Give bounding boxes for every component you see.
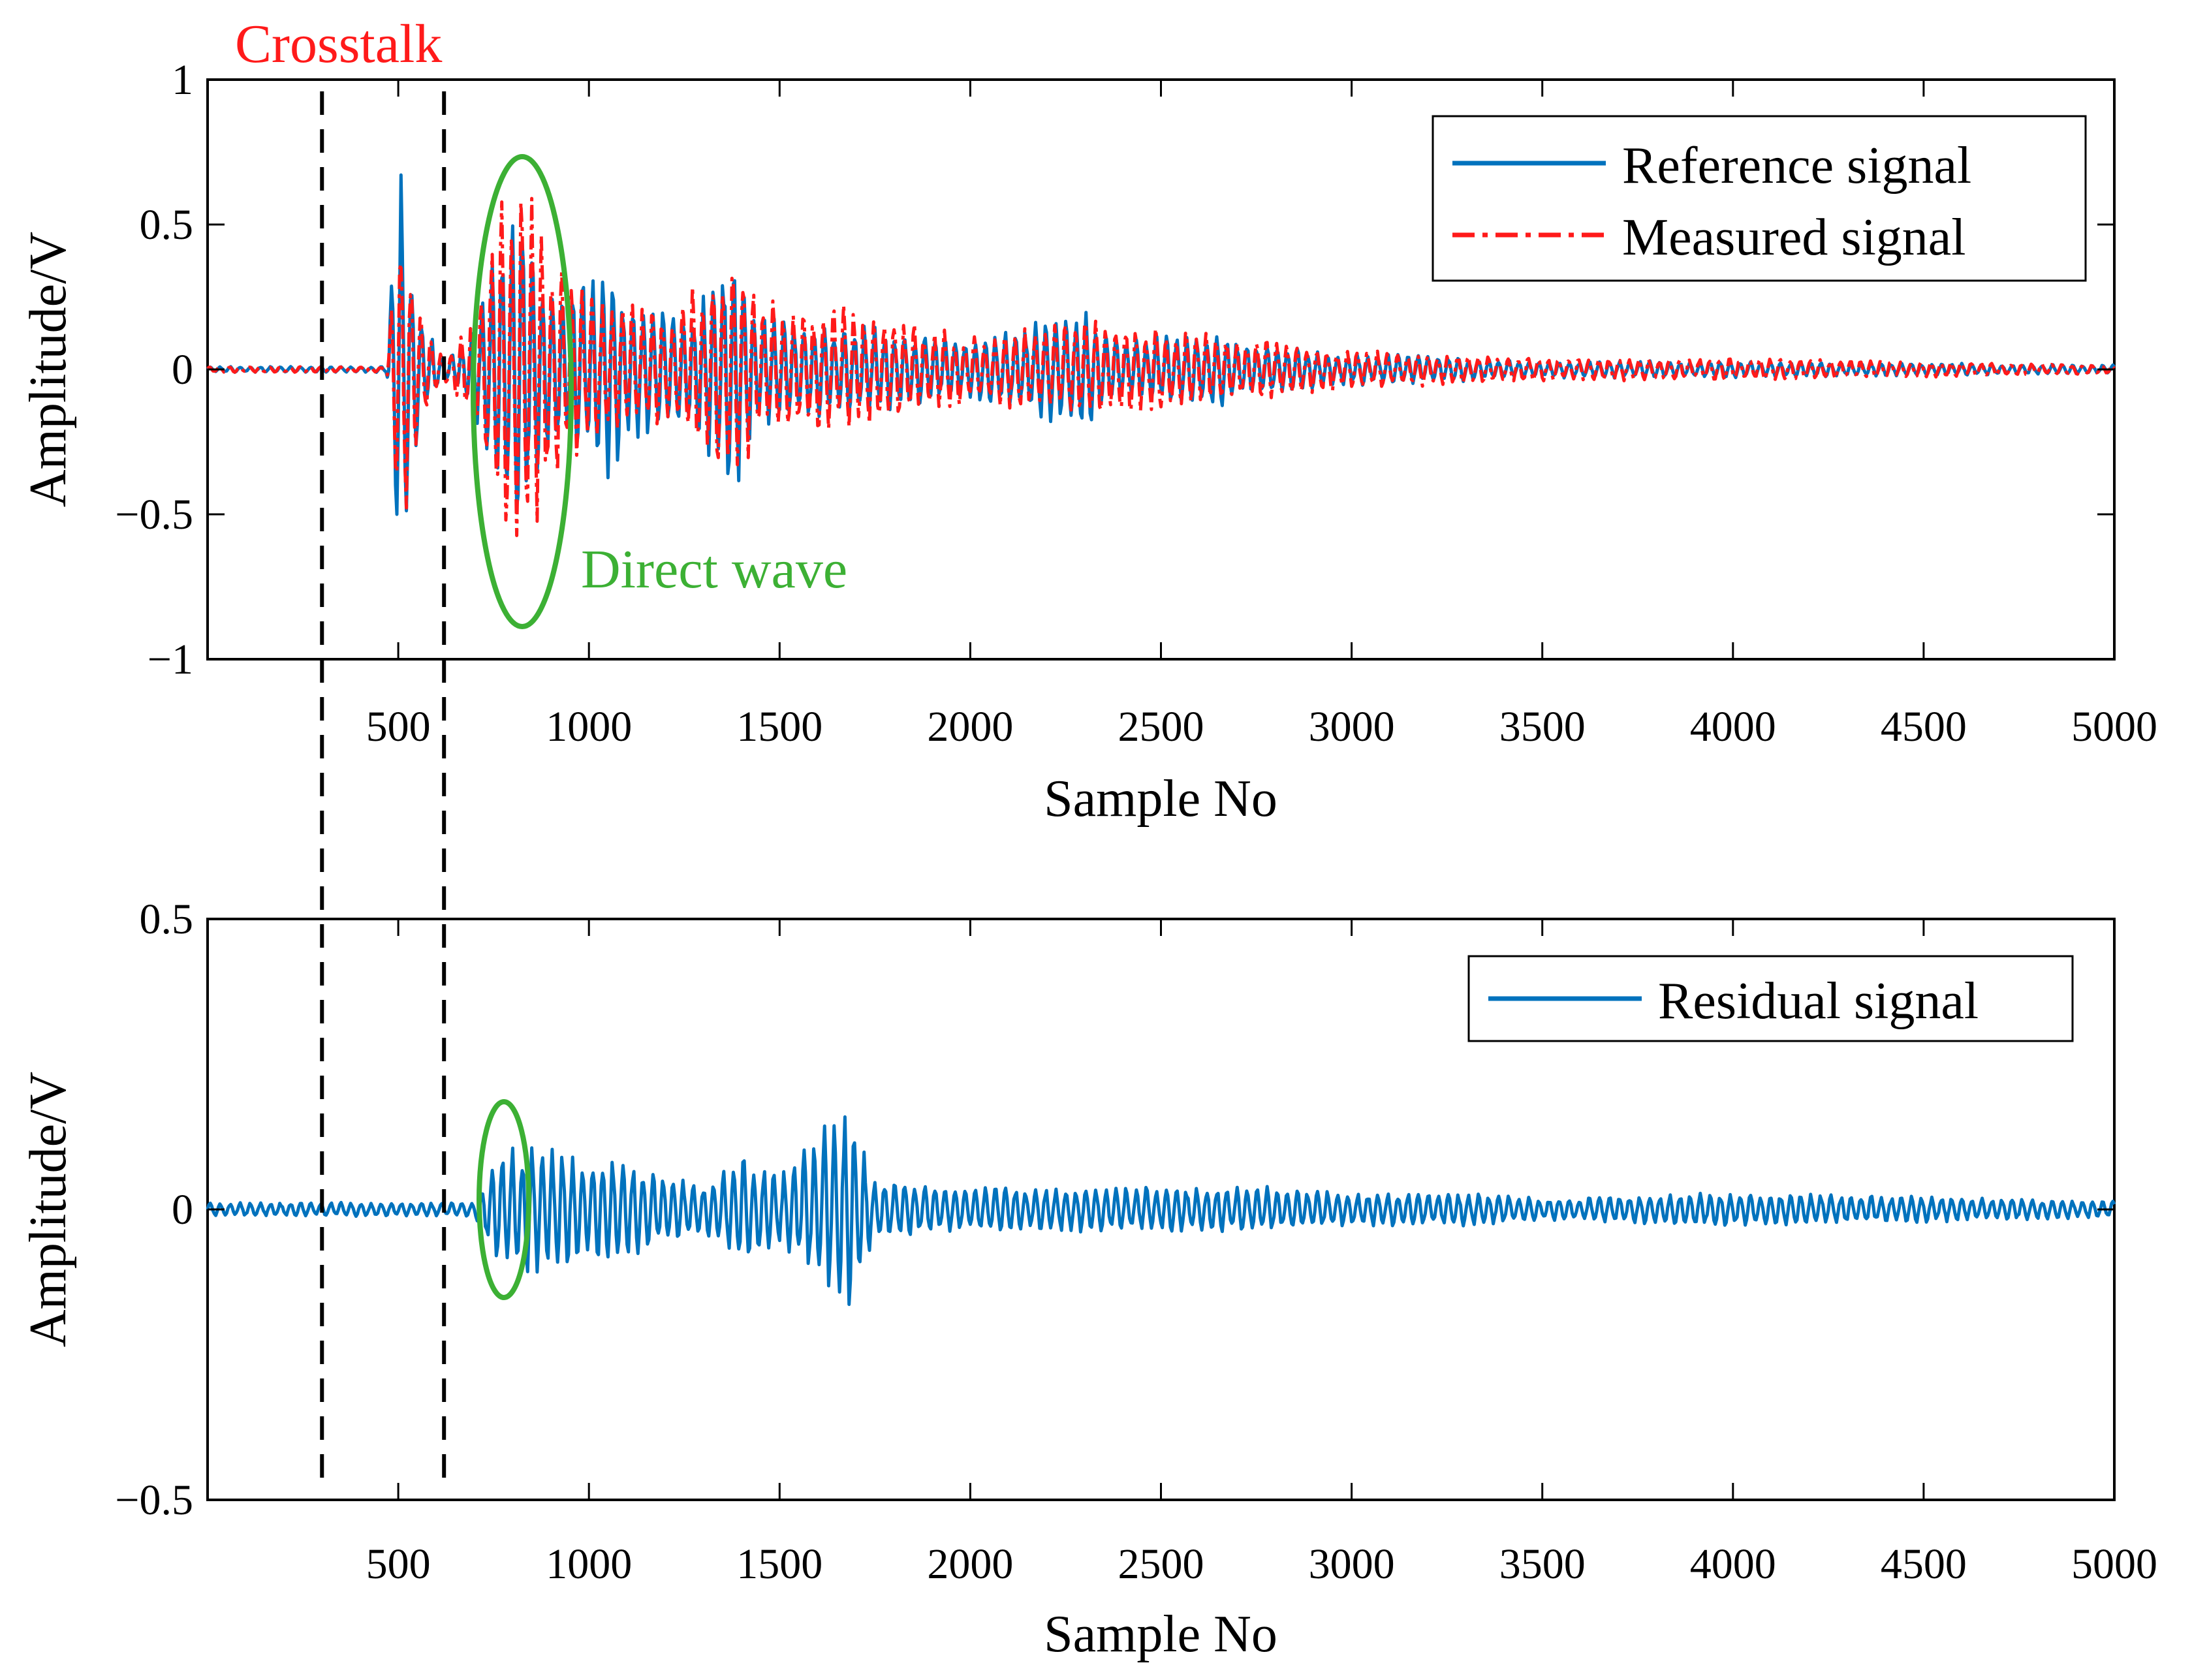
bottom-x-tick-label: 5000 [2071,1540,2157,1588]
bottom-x-tick-label: 1500 [736,1540,822,1588]
top-y-tick-label: 0 [172,346,193,394]
top-ticks-group: 500 1000 1500 2000 2500 3000 3500 4000 4500 5000 −… [115,56,2157,751]
top-x-tick-label: 3500 [1499,703,1586,751]
direct-wave-ellipse [471,154,574,629]
top-y-tick-label: 1 [172,56,193,104]
top-series-measured-signal [206,196,2116,537]
bottom-x-tick-label: 4000 [1690,1540,1776,1588]
legend-measured-label: Measured signal [1622,209,1966,266]
top-x-tick-label: 5000 [2071,703,2157,751]
top-legend: Reference signal Measured signal [1432,115,2087,282]
bottom-x-tick-label: 500 [366,1540,431,1588]
direct-wave-annotation: Direct wave [581,539,847,600]
bottom-y-tick-label: 0.5 [140,895,194,943]
bottom-x-tick-label: 4500 [1881,1540,1967,1588]
legend-residual-label: Residual signal [1658,972,1979,1030]
top-y-tick-label: −0.5 [115,491,193,538]
top-plot: 500 1000 1500 2000 2500 3000 3500 4000 4500 5000 −… [20,14,2157,828]
crosstalk-lines [320,91,446,1491]
top-legend-box [1432,115,2087,282]
legend-reference-label: Reference signal [1622,137,1971,194]
top-x-tick-label: 4000 [1690,703,1776,751]
bottom-x-tick-label: 2500 [1118,1540,1204,1588]
top-x-tick-label: 4500 [1881,703,1967,751]
bottom-legend: Residual signal [1467,955,2074,1042]
bottom-y-tick-label: 0 [172,1186,193,1234]
bottom-ticks-group: 500 1000 1500 2000 2500 3000 3500 4000 4500 5000 −… [115,895,2157,1588]
residual-direct-wave-ellipse [477,1099,531,1300]
top-x-tick-label: 2500 [1118,703,1204,751]
top-x-axis-label: Sample No [1044,770,1277,828]
bottom-x-tick-label: 1000 [546,1540,632,1588]
top-x-tick-label: 500 [366,703,431,751]
top-x-tick-label: 2000 [927,703,1013,751]
bottom-y-tick-label: −0.5 [115,1476,193,1524]
bottom-plot: 500 1000 1500 2000 2500 3000 3500 4000 4500 5000 −… [20,895,2157,1663]
bottom-y-axis-label: Amplitude/V [20,1072,77,1347]
bottom-x-tick-label: 2000 [927,1540,1013,1588]
crosstalk-annotation: Crosstalk [235,14,442,74]
top-y-tick-label: −1 [148,636,193,683]
top-x-tick-label: 1000 [546,703,632,751]
bottom-x-axis-label: Sample No [1044,1606,1277,1663]
top-series-group [206,173,2116,537]
bottom-x-tick-label: 3000 [1309,1540,1395,1588]
top-y-axis-label: Amplitude/V [20,232,77,507]
top-x-tick-label: 3000 [1309,703,1395,751]
top-y-tick-label: 0.5 [140,201,194,249]
bottom-x-tick-label: 3500 [1499,1540,1586,1588]
top-x-tick-label: 1500 [736,703,822,751]
